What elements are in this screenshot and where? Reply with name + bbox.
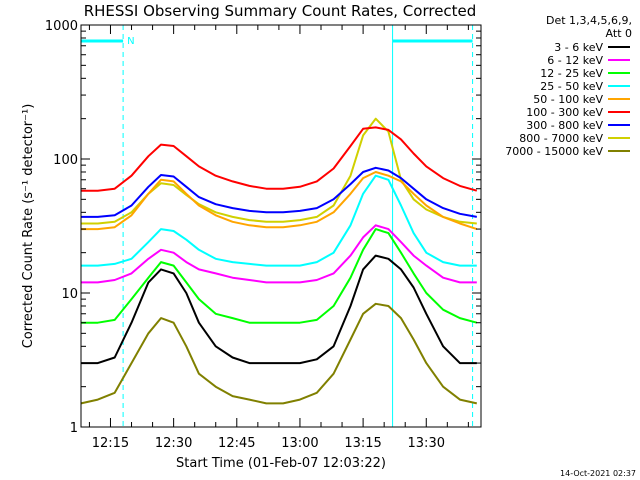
- x-tick-label-5: 13:15: [344, 436, 381, 451]
- series-line-4: [81, 174, 477, 267]
- series-line-2: [81, 224, 477, 284]
- y-tick-label-2: 10: [61, 287, 78, 302]
- legend-label-1: 3 - 6 keV: [554, 41, 603, 54]
- night-annotation: N: [127, 36, 134, 47]
- axes: 1 10 100 1000 12:15 12:30 12:45 13:00 13:15 13:30: [45, 19, 481, 451]
- x-tick-label-4: 13:00: [281, 436, 318, 451]
- legend-label-7: 300 - 800 keV: [526, 119, 603, 132]
- series-line-7: [81, 166, 477, 218]
- y-tick-label-4: 1000: [45, 19, 78, 34]
- legend-label-9: 7000 - 15000 keV: [505, 145, 603, 158]
- y-axis-label: Corrected Count Rate (s⁻¹ detector⁻¹): [21, 104, 36, 349]
- series-line-8: [81, 117, 477, 225]
- legend-label-3: 12 - 25 keV: [540, 67, 603, 80]
- legend-header-line-1: Det 1,3,4,5,6,9,: [546, 14, 632, 27]
- y-tick-label-1: 1: [70, 421, 78, 436]
- series-line-9: [80, 302, 478, 405]
- legend-label-4: 25 - 50 keV: [540, 80, 603, 93]
- plot-area: N: [80, 25, 478, 427]
- footer-timestamp: 14-Oct-2021 02:37: [560, 469, 636, 478]
- plot-frame: [80, 24, 482, 428]
- series-line-6: [81, 126, 478, 192]
- legend-label-8: 800 - 7000 keV: [519, 132, 603, 145]
- x-axis-label: Start Time (01-Feb-07 12:03:22): [176, 456, 386, 471]
- x-tick-label-1: 12:15: [92, 436, 129, 451]
- legend-label-2: 6 - 12 keV: [547, 54, 603, 67]
- x-tick-label-3: 12:45: [218, 436, 255, 451]
- x-tick-label-6: 13:30: [408, 436, 445, 451]
- legend-header-line-2: Att 0: [606, 27, 632, 40]
- legend-label-5: 50 - 100 keV: [533, 93, 603, 106]
- chart-title: RHESSI Observing Summary Count Rates, Co…: [84, 2, 477, 20]
- legend-label-6: 100 - 300 keV: [526, 106, 603, 119]
- x-tick-label-2: 12:30: [155, 436, 192, 451]
- y-tick-label-3: 100: [53, 153, 78, 168]
- series-line-5: [81, 171, 478, 231]
- series-line-3: [81, 228, 478, 324]
- series-line-1: [81, 254, 477, 365]
